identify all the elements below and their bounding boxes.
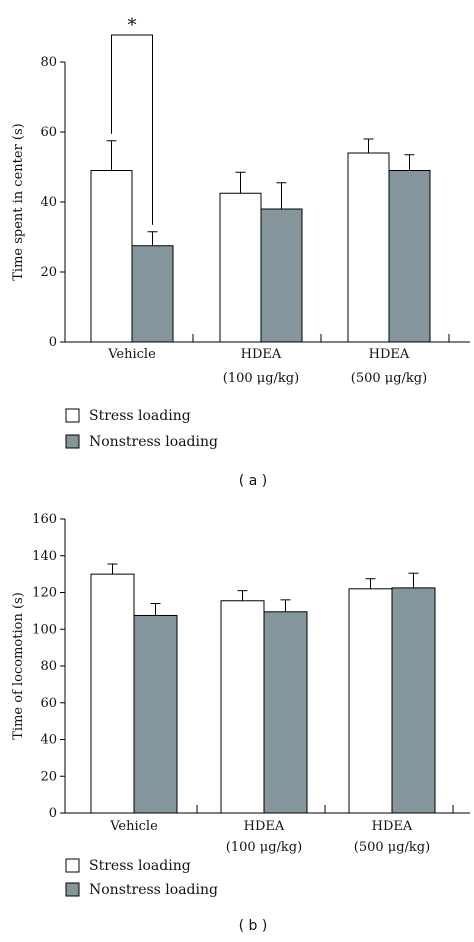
legend-swatch-nonstress xyxy=(65,882,80,897)
legend-label: Stress loading xyxy=(89,408,191,424)
y-tick-label: 160 xyxy=(32,512,57,527)
bar-nonstress xyxy=(388,170,431,343)
category-sublabel: (100 μg/kg) xyxy=(223,371,299,386)
significance-marker: * xyxy=(128,15,137,36)
bar-nonstress xyxy=(133,614,178,814)
bar-stress xyxy=(347,152,390,343)
category-sublabel: (100 μg/kg) xyxy=(226,840,302,855)
y-tick-label: 140 xyxy=(32,549,57,564)
y-tick-label: 60 xyxy=(40,125,57,140)
y-tick-label: 120 xyxy=(32,586,57,601)
y-tick-label: 40 xyxy=(40,195,57,210)
y-tick-label: 80 xyxy=(40,659,57,674)
category-label: HDEA xyxy=(372,819,413,834)
bar-nonstress xyxy=(391,587,436,814)
bar-stress xyxy=(220,600,265,814)
category-label: Vehicle xyxy=(109,819,158,834)
y-tick-label: 40 xyxy=(40,733,57,748)
y-tick-label: 20 xyxy=(40,265,57,280)
y-tick-label: 60 xyxy=(40,696,57,711)
bar-nonstress xyxy=(260,208,303,343)
panel-label: ( a ) xyxy=(239,473,267,489)
y-tick-label: 20 xyxy=(40,769,57,784)
category-sublabel: (500 μg/kg) xyxy=(351,371,427,386)
bar-stress xyxy=(90,573,135,814)
category-label: Vehicle xyxy=(107,347,156,362)
y-tick-label: 100 xyxy=(32,622,57,637)
bar-stress xyxy=(348,588,393,814)
y-tick-label: 0 xyxy=(49,335,57,350)
bar-nonstress xyxy=(131,245,174,343)
legend-swatch-stress xyxy=(65,858,80,873)
y-axis-title: Time spent in center (s) xyxy=(11,123,26,281)
significance-bracket xyxy=(111,34,153,225)
category-label: HDEA xyxy=(241,347,282,362)
legend-label: Nonstress loading xyxy=(89,434,218,450)
bar-stress xyxy=(219,192,262,343)
panel-a: 0 20 40 60 80 Time spent in center (s) Vehicle… xyxy=(11,15,470,489)
bar-nonstress xyxy=(263,611,308,814)
y-tick-label: 80 xyxy=(40,55,57,70)
legend-label: Nonstress loading xyxy=(89,882,218,898)
bar-stress xyxy=(90,170,133,343)
panel-b: 0 20 40 60 80 100 120 140 160 Time of locomotion … xyxy=(11,512,470,934)
legend-swatch-stress xyxy=(65,408,80,423)
category-label: HDEA xyxy=(369,347,410,362)
y-tick-label: 0 xyxy=(49,806,57,821)
panel-label: ( b ) xyxy=(239,918,268,934)
legend-label: Stress loading xyxy=(89,858,191,874)
y-axis-title: Time of locomotion (s) xyxy=(11,592,26,740)
category-sublabel: (500 μg/kg) xyxy=(354,840,430,855)
category-label: HDEA xyxy=(244,819,285,834)
legend-swatch-nonstress xyxy=(65,434,80,449)
